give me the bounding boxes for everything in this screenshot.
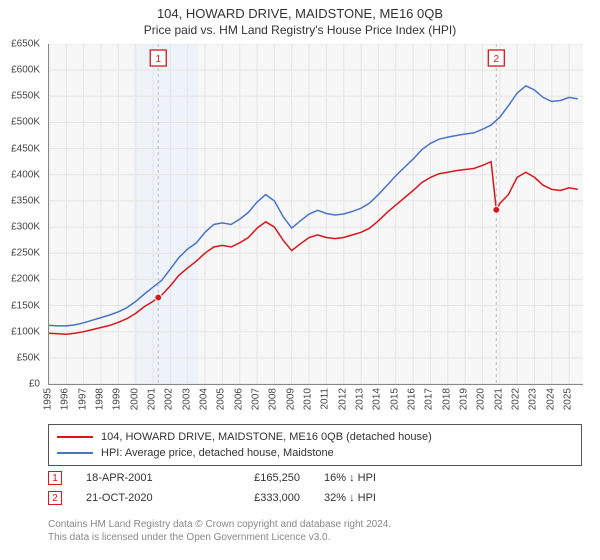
credits: Contains HM Land Registry data © Crown c… — [48, 518, 582, 544]
x-tick-label: 2015 — [389, 388, 400, 410]
y-tick-label: £100K — [11, 326, 40, 337]
x-tick-label: 1997 — [77, 388, 88, 410]
x-tick-label: 2006 — [233, 388, 244, 410]
legend-swatch-line — [57, 436, 93, 438]
y-tick-label: £500K — [11, 117, 40, 128]
x-tick-label: 2017 — [424, 388, 435, 410]
y-tick-label: £50K — [17, 352, 40, 363]
x-tick-label: 2023 — [528, 388, 539, 410]
chart-area: 12 — [48, 44, 582, 384]
event-date: 18-APR-2001 — [86, 472, 196, 484]
event-delta: 32% ↓ HPI — [324, 492, 434, 504]
y-tick-label: £350K — [11, 195, 40, 206]
y-tick-label: £650K — [11, 39, 40, 50]
y-tick-label: £200K — [11, 274, 40, 285]
event-date: 21-OCT-2020 — [86, 492, 196, 504]
x-tick-label: 2002 — [164, 388, 175, 410]
plot-svg: 12 — [48, 44, 583, 385]
legend-label: 104, HOWARD DRIVE, MAIDSTONE, ME16 0QB (… — [101, 431, 432, 443]
event-delta: 16% ↓ HPI — [324, 472, 434, 484]
x-tick-label: 2022 — [511, 388, 522, 410]
x-tick-label: 2018 — [441, 388, 452, 410]
y-tick-label: £150K — [11, 300, 40, 311]
x-tick-label: 2019 — [459, 388, 470, 410]
y-tick-label: £0 — [29, 379, 40, 390]
x-tick-label: 1996 — [60, 388, 71, 410]
y-tick-label: £250K — [11, 248, 40, 259]
events-table: 1 18-APR-2001 £165,250 16% ↓ HPI 2 21-OC… — [48, 468, 582, 508]
x-tick-label: 2014 — [372, 388, 383, 410]
x-tick-label: 2005 — [216, 388, 227, 410]
x-tick-label: 2001 — [147, 388, 158, 410]
page-subtitle: Price paid vs. HM Land Registry's House … — [0, 21, 600, 41]
y-tick-label: £450K — [11, 143, 40, 154]
x-tick-label: 2013 — [355, 388, 366, 410]
legend-swatch-line — [57, 452, 93, 454]
chart-container: 104, HOWARD DRIVE, MAIDSTONE, ME16 0QB P… — [0, 0, 600, 560]
event-row: 1 18-APR-2001 £165,250 16% ↓ HPI — [48, 468, 582, 488]
y-tick-label: £300K — [11, 222, 40, 233]
legend-item: 104, HOWARD DRIVE, MAIDSTONE, ME16 0QB (… — [57, 429, 573, 445]
x-tick-label: 2007 — [251, 388, 262, 410]
x-axis-labels: 1995199619971998199920002001200220032004… — [48, 386, 582, 420]
x-tick-label: 2000 — [129, 388, 140, 410]
event-marker-icon: 1 — [48, 471, 62, 485]
svg-text:2: 2 — [494, 54, 500, 65]
x-tick-label: 2024 — [545, 388, 556, 410]
x-tick-label: 2020 — [476, 388, 487, 410]
legend-label: HPI: Average price, detached house, Maid… — [101, 447, 334, 459]
x-tick-label: 2021 — [493, 388, 504, 410]
event-price: £333,000 — [220, 492, 300, 504]
y-tick-label: £400K — [11, 169, 40, 180]
event-row: 2 21-OCT-2020 £333,000 32% ↓ HPI — [48, 488, 582, 508]
y-axis-labels: £0£50K£100K£150K£200K£250K£300K£350K£400… — [0, 44, 44, 384]
x-tick-label: 2009 — [285, 388, 296, 410]
y-tick-label: £600K — [11, 65, 40, 76]
x-tick-label: 2003 — [181, 388, 192, 410]
x-tick-label: 2004 — [199, 388, 210, 410]
x-tick-label: 2011 — [320, 388, 331, 410]
event-price: £165,250 — [220, 472, 300, 484]
x-tick-label: 2016 — [407, 388, 418, 410]
x-tick-label: 2008 — [268, 388, 279, 410]
x-tick-label: 2012 — [337, 388, 348, 410]
legend-item: HPI: Average price, detached house, Maid… — [57, 445, 573, 461]
x-tick-label: 1995 — [43, 388, 54, 410]
x-tick-label: 1998 — [95, 388, 106, 410]
event-marker-icon: 2 — [48, 491, 62, 505]
legend: 104, HOWARD DRIVE, MAIDSTONE, ME16 0QB (… — [48, 424, 582, 466]
credits-line: Contains HM Land Registry data © Crown c… — [48, 518, 582, 531]
page-title: 104, HOWARD DRIVE, MAIDSTONE, ME16 0QB — [0, 0, 600, 21]
x-tick-label: 2010 — [303, 388, 314, 410]
y-tick-label: £550K — [11, 91, 40, 102]
x-tick-label: 1999 — [112, 388, 123, 410]
x-tick-label: 2025 — [563, 388, 574, 410]
credits-line: This data is licensed under the Open Gov… — [48, 531, 582, 544]
svg-text:1: 1 — [155, 54, 161, 65]
